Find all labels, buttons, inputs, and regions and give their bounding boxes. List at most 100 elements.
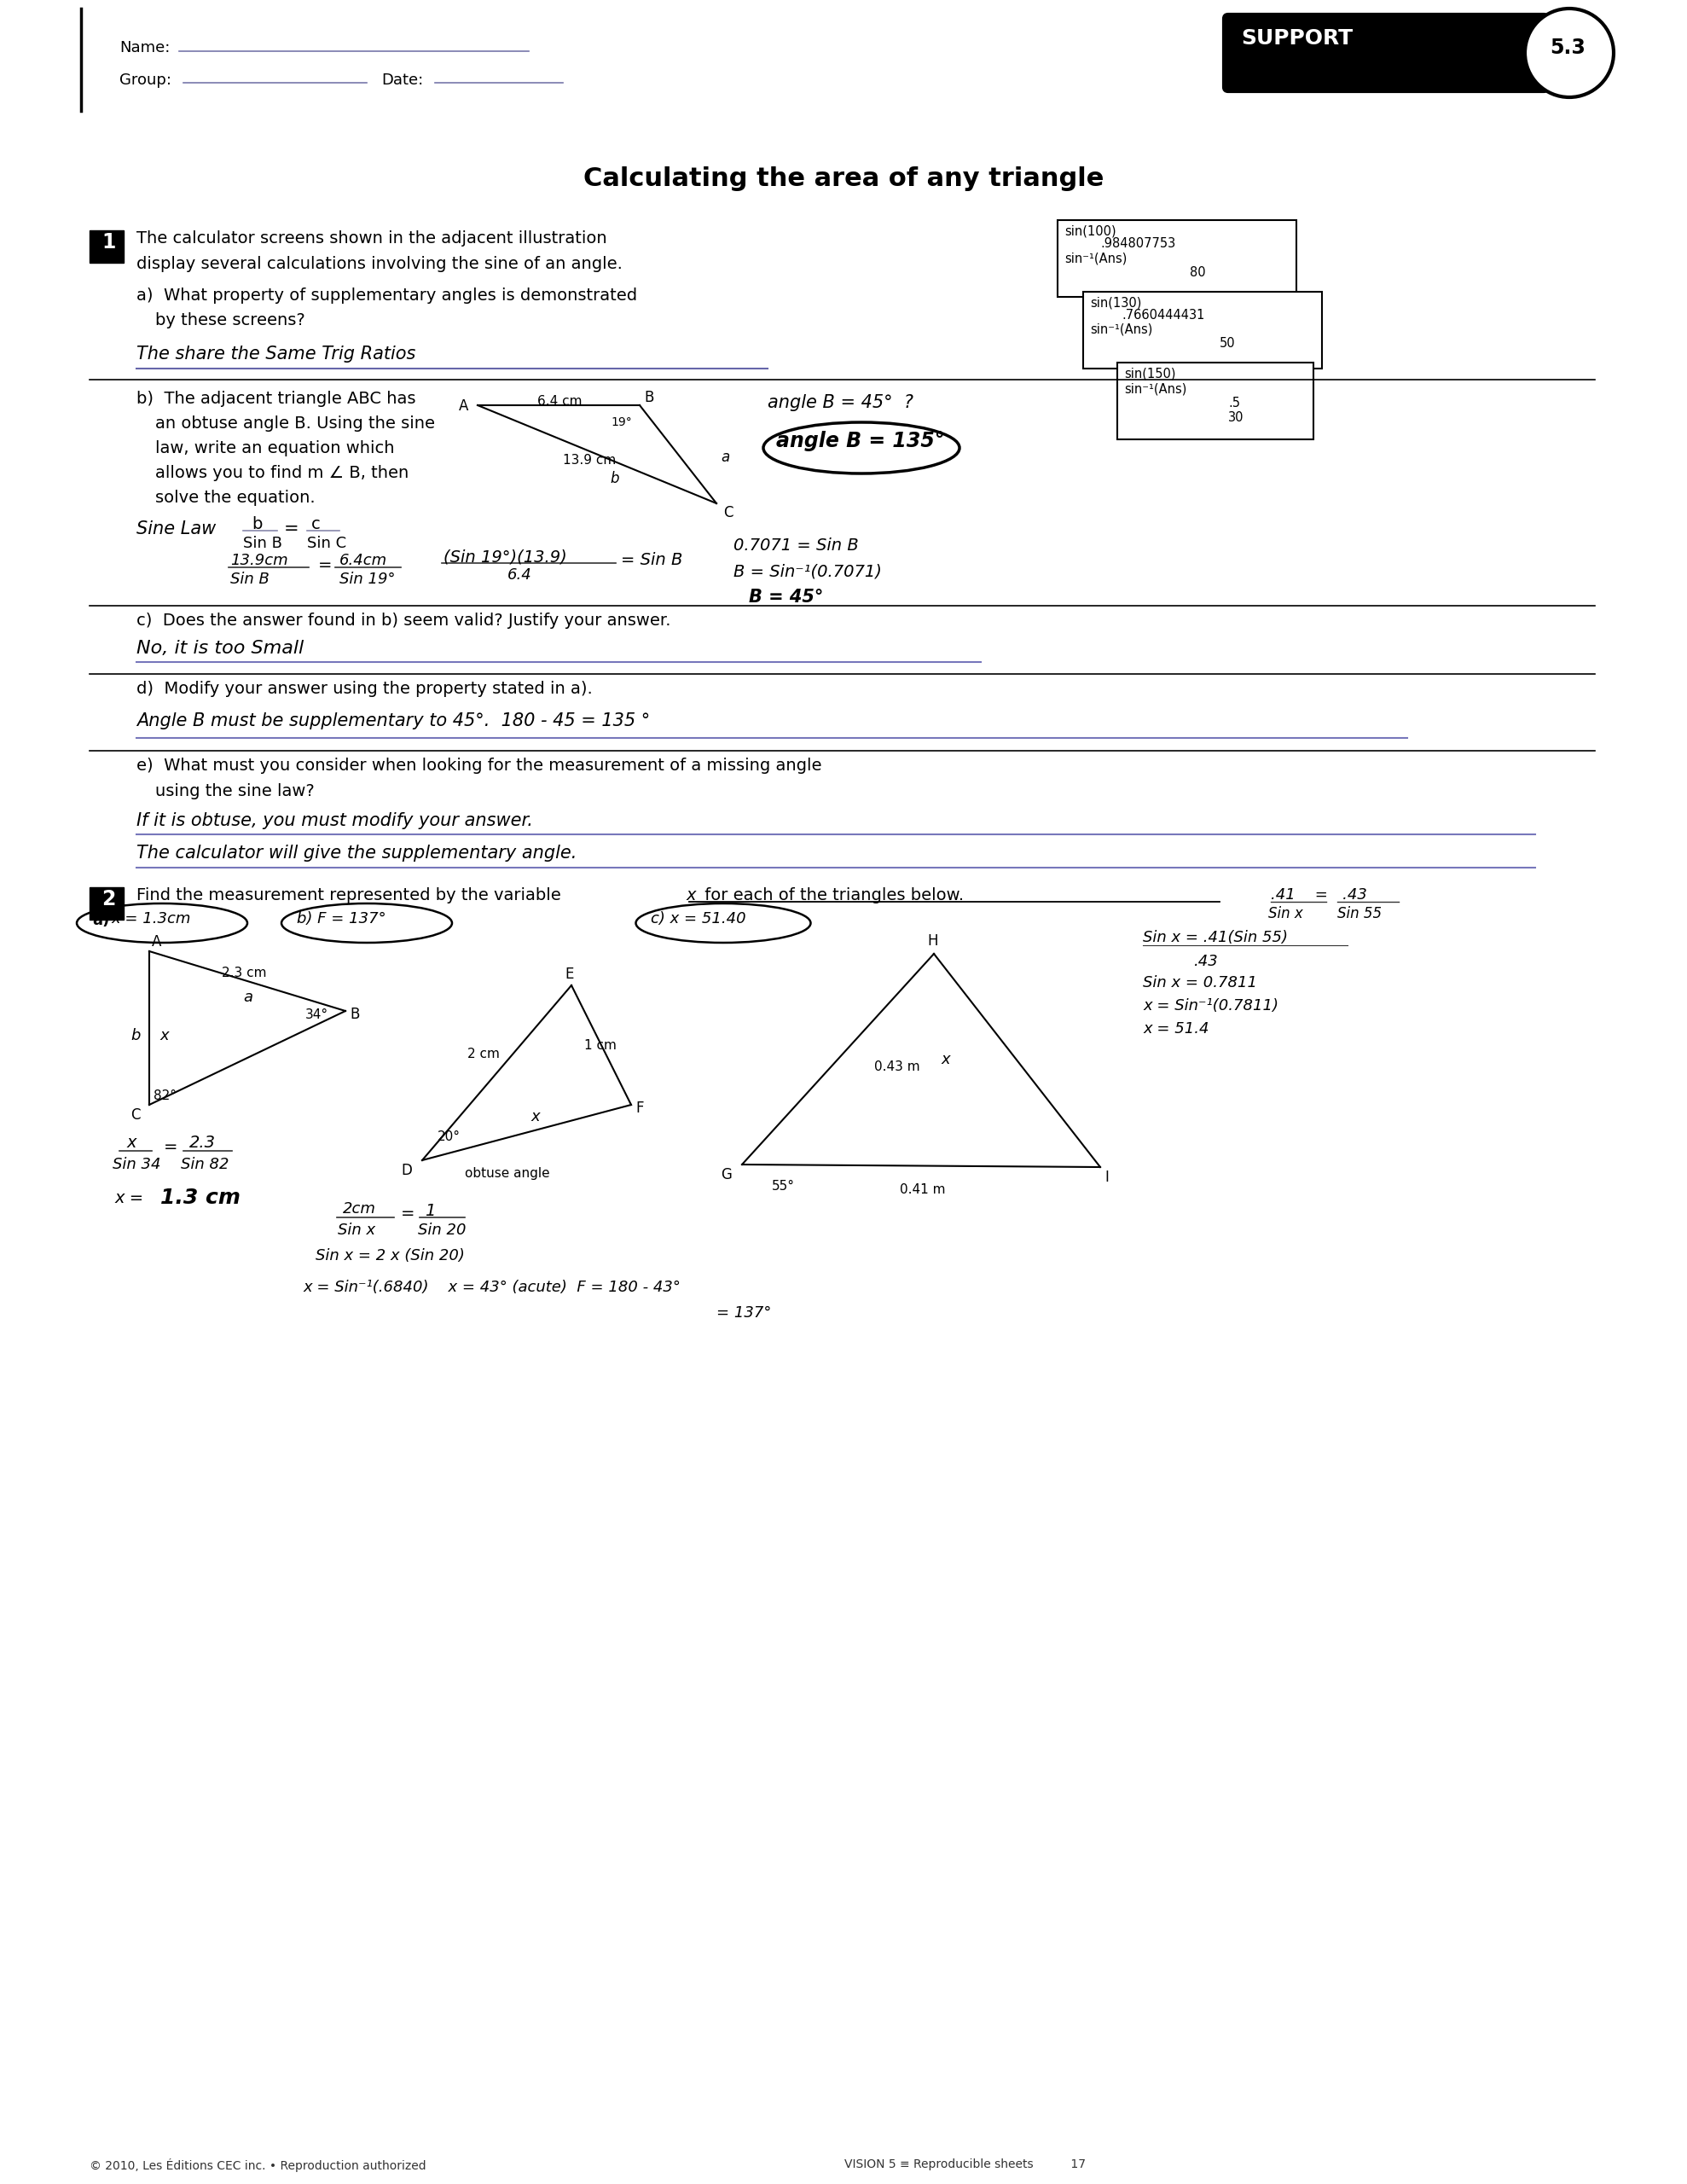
Text: 6.4cm: 6.4cm [339,553,388,568]
Text: b: b [251,515,261,533]
Text: .43: .43 [1194,954,1218,970]
Text: law, write an equation which: law, write an equation which [155,441,395,456]
Text: a): a) [93,913,110,928]
Text: No, it is too Small: No, it is too Small [137,640,304,657]
Text: D: D [402,1162,412,1177]
Bar [1117,363,1314,439]
Text: B = 45°: B = 45° [749,590,823,605]
Circle shape [1525,9,1614,98]
Text: =: = [164,1138,177,1155]
Text: .5: .5 [1228,397,1240,411]
Text: Sin x = .41(Sin 55): Sin x = .41(Sin 55) [1142,930,1287,946]
Text: display several calculations involving the sine of an angle.: display several calculations involving t… [137,256,623,273]
Text: 6.4 cm: 6.4 cm [538,395,582,408]
Text: A: A [152,935,162,950]
Text: angle B = 45°  ?: angle B = 45° ? [768,393,913,411]
Text: 19°: 19° [611,417,631,428]
Text: 55°: 55° [773,1179,795,1192]
Text: e)  What must you consider when looking for the measurement of a missing angle: e) What must you consider when looking f… [137,758,822,773]
Bar [1083,293,1323,369]
Text: x = Sin⁻¹(.6840)    x = 43° (acute)  F = 180 - 43°: x = Sin⁻¹(.6840) x = 43° (acute) F = 180… [302,1280,680,1295]
Text: .41    =   .43: .41 = .43 [1270,887,1366,902]
Text: b)  The adjacent triangle ABC has: b) The adjacent triangle ABC has [137,391,415,406]
Text: Find the measurement represented by the variable: Find the measurement represented by the … [137,887,567,904]
Text: Sin 20: Sin 20 [418,1223,466,1238]
Text: x =: x = [115,1190,145,1206]
Text: using the sine law?: using the sine law? [155,784,314,799]
Text: c)  Does the answer found in b) seem valid? Justify your answer.: c) Does the answer found in b) seem vali… [137,612,671,629]
Bar [89,229,123,262]
Text: H: H [928,933,938,948]
Text: = 137°: = 137° [717,1306,771,1321]
Text: sin⁻¹(Ans): sin⁻¹(Ans) [1064,251,1127,264]
Text: 1: 1 [101,232,115,253]
Text: Calculating the area of any triangle: Calculating the area of any triangle [584,166,1103,192]
Text: x = 1.3cm: x = 1.3cm [111,911,191,926]
Text: 1: 1 [425,1203,435,1219]
Text: 1.3 cm: 1.3 cm [160,1188,241,1208]
Text: x: x [687,887,697,904]
Text: 13.9cm: 13.9cm [231,553,288,568]
Text: © 2010, Les Éditions CEC inc. • Reproduction authorized: © 2010, Les Éditions CEC inc. • Reproduc… [89,2158,427,2173]
Text: =: = [283,520,299,537]
Text: obtuse angle: obtuse angle [466,1166,550,1179]
Text: The share the Same Trig Ratios: The share the Same Trig Ratios [137,345,415,363]
Text: C: C [130,1107,140,1123]
Text: x = Sin⁻¹(0.7811): x = Sin⁻¹(0.7811) [1142,998,1279,1013]
Text: 0.7071 = Sin B: 0.7071 = Sin B [734,537,859,555]
Text: d)  Modify your answer using the property stated in a).: d) Modify your answer using the property… [137,681,592,697]
Text: Group:: Group: [120,72,172,87]
Text: Sin x: Sin x [1269,906,1302,922]
Text: 1 cm: 1 cm [584,1040,616,1053]
Text: 0.41 m: 0.41 m [899,1184,945,1197]
Text: allows you to find m ∠ B, then: allows you to find m ∠ B, then [155,465,408,480]
Text: 20°: 20° [437,1131,461,1142]
Text: C: C [724,505,734,520]
Text: (Sin 19°)(13.9): (Sin 19°)(13.9) [444,548,567,566]
Text: 2cm: 2cm [342,1201,376,1216]
Text: sin(100): sin(100) [1064,225,1117,238]
Text: 34°: 34° [305,1009,329,1022]
Text: 13.9 cm: 13.9 cm [563,454,616,467]
Text: =: = [319,557,332,574]
Text: 2: 2 [101,889,115,909]
Text: a)  What property of supplementary angles is demonstrated: a) What property of supplementary angles… [137,288,638,304]
Text: 30: 30 [1228,411,1243,424]
Text: Sin 82: Sin 82 [181,1158,229,1173]
Text: Sine Law: Sine Law [137,520,216,537]
Text: Angle B must be supplementary to 45°.  180 - 45 = 135 °: Angle B must be supplementary to 45°. 18… [137,712,649,729]
Text: by these screens?: by these screens? [155,312,305,328]
Text: for each of the triangles below.: for each of the triangles below. [700,887,963,904]
Text: .7660444431: .7660444431 [1122,308,1205,321]
Text: A: A [459,397,469,413]
Text: 50: 50 [1220,336,1235,349]
Text: sin(130): sin(130) [1090,297,1142,308]
Text: The calculator screens shown in the adjacent illustration: The calculator screens shown in the adja… [137,229,607,247]
Text: B: B [644,391,653,406]
Text: SUPPORT: SUPPORT [1242,28,1353,48]
Text: x: x [160,1029,169,1044]
Text: sin⁻¹(Ans): sin⁻¹(Ans) [1090,323,1152,336]
Text: 80: 80 [1189,266,1206,280]
Text: an obtuse angle B. Using the sine: an obtuse angle B. Using the sine [155,415,435,432]
Text: sin⁻¹(Ans): sin⁻¹(Ans) [1124,382,1186,395]
Text: The calculator will give the supplementary angle.: The calculator will give the supplementa… [137,845,577,863]
Text: Sin 34: Sin 34 [113,1158,160,1173]
Text: G: G [720,1166,732,1182]
Text: 5.3: 5.3 [1550,37,1586,59]
Text: =: = [402,1206,415,1221]
Text: Sin 55: Sin 55 [1338,906,1382,922]
Text: Sin x: Sin x [337,1223,376,1238]
Text: Date:: Date: [381,72,423,87]
Text: 6.4: 6.4 [508,568,531,583]
Text: Name:: Name: [120,39,170,55]
Text: Sin 19°: Sin 19° [339,572,395,587]
Text: a: a [243,989,253,1005]
Text: b: b [130,1029,140,1044]
Text: a: a [720,450,729,465]
Text: 82°: 82° [154,1090,177,1103]
Text: sin(150): sin(150) [1124,367,1176,380]
Text: b) F = 137°: b) F = 137° [297,911,386,926]
Text: b: b [609,472,619,487]
Text: Sin B: Sin B [231,572,270,587]
